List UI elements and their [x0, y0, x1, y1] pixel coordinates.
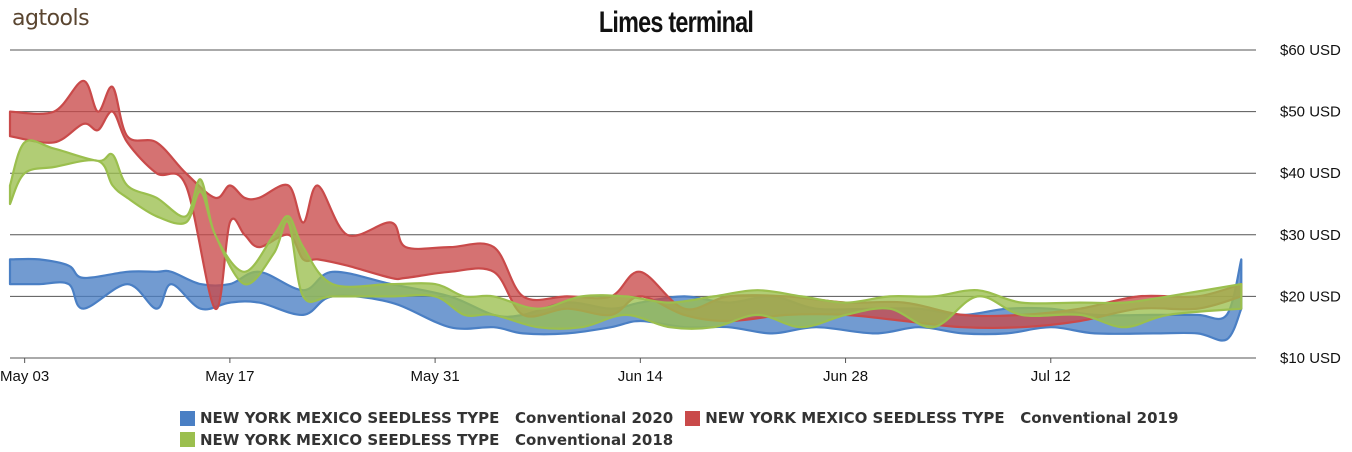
legend-label: NEW YORK MEXICO SEEDLESS TYPE Convention…: [200, 430, 674, 449]
legend-item[interactable]: NEW YORK MEXICO SEEDLESS TYPE Convention…: [685, 408, 1178, 428]
legend-item[interactable]: NEW YORK MEXICO SEEDLESS TYPE Convention…: [180, 408, 673, 428]
x-tick-label: Jun 28: [823, 368, 868, 385]
y-axis-ticks: $10 USD $20 USD $30 USD $40 USD $50 USD $60 U…: [1280, 42, 1341, 367]
y-tick-label: $10 USD: [1280, 350, 1341, 367]
y-tick-label: $30 USD: [1280, 227, 1341, 244]
legend-item[interactable]: NEW YORK MEXICO SEEDLESS TYPE Convention…: [180, 430, 673, 450]
legend-swatch: [180, 410, 195, 426]
y-tick-label: $60 USD: [1280, 42, 1341, 59]
legend-swatch: [685, 410, 701, 426]
x-axis-ticks: May 03 May 17 May 31 Jun 14 Jun 28 Jul 12: [0, 358, 1071, 385]
x-tick-label: May 17: [205, 368, 254, 385]
logo-suffix: tools: [38, 6, 90, 31]
x-tick-label: May 03: [0, 368, 49, 385]
legend-label: NEW YORK MEXICO SEEDLESS TYPE Convention…: [200, 409, 674, 427]
x-tick-label: Jul 12: [1031, 368, 1071, 385]
y-tick-label: $50 USD: [1280, 104, 1341, 121]
chart-title: Limes terminal: [598, 6, 754, 39]
legend-swatch: [180, 432, 195, 447]
x-tick-label: Jun 14: [618, 368, 663, 385]
legend: NEW YORK MEXICO SEEDLESS TYPE Convention…: [180, 408, 1280, 451]
y-tick-label: $40 USD: [1280, 165, 1341, 182]
x-tick-label: May 31: [411, 368, 460, 385]
agtools-logo[interactable]: agtools: [12, 6, 90, 31]
legend-label: NEW YORK MEXICO SEEDLESS TYPE Convention…: [705, 409, 1179, 427]
logo-prefix: ag: [12, 6, 39, 31]
series-area-2[interactable]: [8, 139, 1243, 330]
series-areas: [8, 79, 1243, 342]
y-tick-label: $20 USD: [1280, 288, 1341, 305]
